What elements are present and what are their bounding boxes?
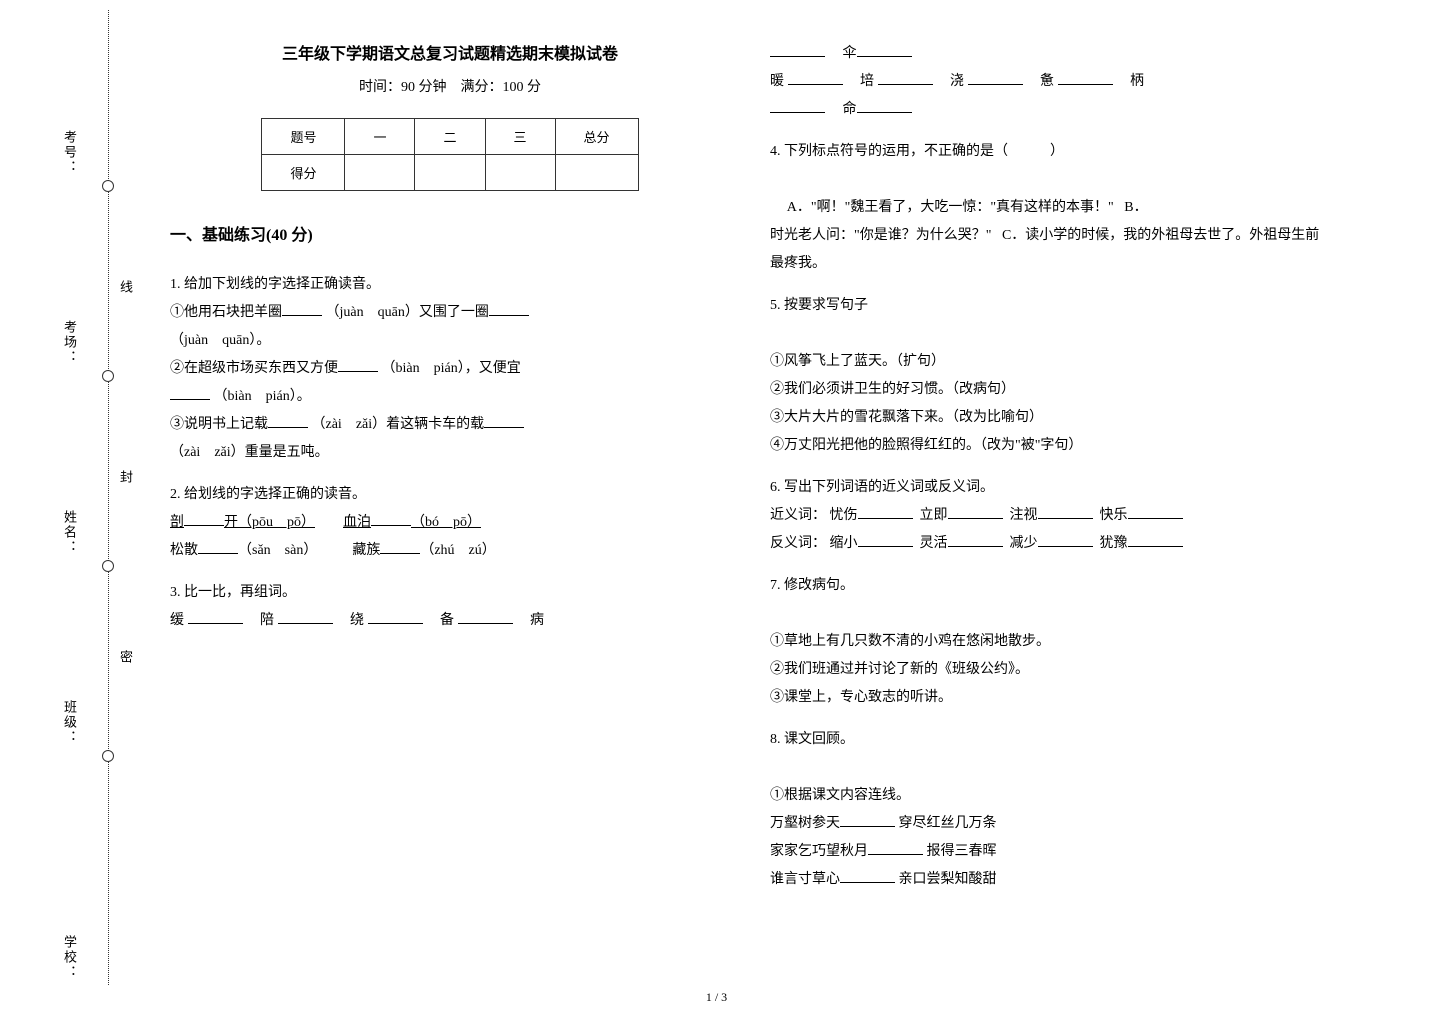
th: 三 [485, 119, 555, 155]
blank[interactable] [948, 505, 1003, 519]
q2-stem: 2. 给划线的字选择正确的读音。 [170, 481, 730, 509]
q3-cont: 伞 暖 培 浇 惫 柄 命 [770, 40, 1330, 124]
q2: 2. 给划线的字选择正确的读音。 剖开（pōu pō） 血泊（bó pō） 松散… [170, 481, 730, 565]
label-xuexiao: 学校： [60, 935, 79, 980]
blank[interactable] [489, 302, 529, 316]
blank[interactable] [184, 512, 224, 526]
th: 一 [345, 119, 415, 155]
blank[interactable] [1128, 533, 1183, 547]
blank[interactable] [198, 540, 238, 554]
blank[interactable] [1058, 71, 1113, 85]
table-row: 得分 [262, 155, 638, 191]
blank[interactable] [380, 540, 420, 554]
right-column: 伞 暖 培 浇 惫 柄 命 4. 下列标点符号的运用，不正确的是（ ） A．"啊… [750, 40, 1350, 980]
label-xingming: 姓名： [60, 510, 79, 555]
blank[interactable] [371, 512, 411, 526]
blank[interactable] [282, 302, 322, 316]
blank[interactable] [1038, 505, 1093, 519]
left-column: 三年级下学期语文总复习试题精选期末模拟试卷 时间：90 分钟 满分：100 分 … [150, 40, 750, 980]
q4: 4. 下列标点符号的运用，不正确的是（ ） A．"啊！"魏王看了，大吃一惊："真… [770, 138, 1330, 278]
label-kaochang: 考场： [60, 320, 79, 365]
td [345, 155, 415, 191]
binding-circle [102, 180, 114, 192]
blank[interactable] [188, 610, 243, 624]
blank[interactable] [948, 533, 1003, 547]
blank[interactable] [484, 414, 524, 428]
q1-stem: 1. 给加下划线的字选择正确读音。 [170, 271, 730, 299]
q5-stem: 5. 按要求写句子 [770, 292, 1330, 320]
th: 总分 [555, 119, 638, 155]
blank[interactable] [858, 533, 913, 547]
blank[interactable] [268, 414, 308, 428]
exam-subtitle: 时间：90 分钟 满分：100 分 [170, 76, 730, 96]
q7: 7. 修改病句。 ①草地上有几只数不清的小鸡在悠闲地散步。 ②我们班通过并讨论了… [770, 572, 1330, 712]
q7-stem: 7. 修改病句。 [770, 572, 1330, 600]
dotted-binding-line [108, 10, 109, 985]
q8-stem: 8. 课文回顾。 [770, 726, 1330, 754]
label-banji: 班级： [60, 700, 79, 745]
blank[interactable] [1038, 533, 1093, 547]
blank[interactable] [840, 869, 895, 883]
th: 题号 [262, 119, 345, 155]
blank[interactable] [278, 610, 333, 624]
binding-margin: 考号： 考场： 姓名： 班级： 学校： 线 封 密 [40, 0, 120, 1011]
blank[interactable] [857, 99, 912, 113]
blank[interactable] [338, 358, 378, 372]
blank[interactable] [368, 610, 423, 624]
td [485, 155, 555, 191]
q8: 8. 课文回顾。 ①根据课文内容连线。 万壑树参天 穿尽红丝几万条 家家乞巧望秋… [770, 726, 1330, 894]
seal-line-char: 线 [116, 280, 135, 309]
td: 得分 [262, 155, 345, 191]
blank[interactable] [788, 71, 843, 85]
blank[interactable] [770, 43, 825, 57]
q3-stem: 3. 比一比，再组词。 [170, 579, 730, 607]
blank[interactable] [458, 610, 513, 624]
q5: 5. 按要求写句子 ①风筝飞上了蓝天。（扩句） ②我们必须讲卫生的好习惯。（改病… [770, 292, 1330, 460]
th: 二 [415, 119, 485, 155]
blank[interactable] [840, 813, 895, 827]
seal-feng-char: 封 [116, 470, 135, 499]
blank[interactable] [170, 386, 210, 400]
seal-mi-char: 密 [116, 650, 135, 679]
page-number: 1 / 3 [706, 990, 727, 1005]
blank[interactable] [770, 99, 825, 113]
binding-circle [102, 560, 114, 572]
binding-circle [102, 750, 114, 762]
q4-stem: 4. 下列标点符号的运用，不正确的是（ ） [770, 138, 1330, 166]
q1: 1. 给加下划线的字选择正确读音。 ①他用石块把羊圈 （juàn quān）又围… [170, 271, 730, 467]
label-kaohao: 考号： [60, 130, 79, 175]
binding-circle [102, 370, 114, 382]
q6: 6. 写出下列词语的近义词或反义词。 近义词： 忧伤 立即 注视 快乐 反义词：… [770, 474, 1330, 558]
td [415, 155, 485, 191]
exam-title: 三年级下学期语文总复习试题精选期末模拟试卷 [170, 40, 730, 64]
blank[interactable] [857, 43, 912, 57]
section-1-heading: 一、基础练习(40 分) [170, 221, 730, 245]
blank[interactable] [878, 71, 933, 85]
blank[interactable] [1128, 505, 1183, 519]
blank[interactable] [868, 841, 923, 855]
q3: 3. 比一比，再组词。 缓 陪 绕 备 病 [170, 579, 730, 635]
score-table: 题号 一 二 三 总分 得分 [261, 118, 638, 191]
td [555, 155, 638, 191]
table-row: 题号 一 二 三 总分 [262, 119, 638, 155]
blank[interactable] [968, 71, 1023, 85]
blank[interactable] [858, 505, 913, 519]
q6-stem: 6. 写出下列词语的近义词或反义词。 [770, 474, 1330, 502]
